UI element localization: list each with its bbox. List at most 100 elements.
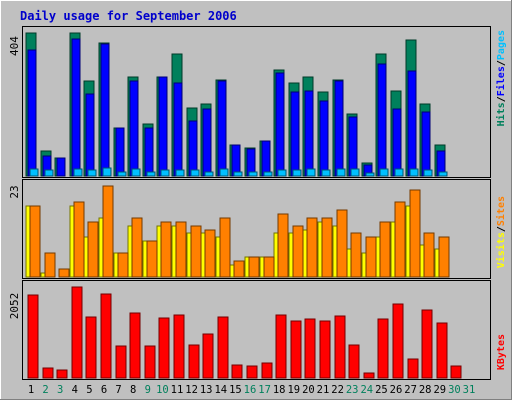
x-tick-label-day-10: 10 — [156, 384, 169, 396]
chart-marks: 404Hits/Files/Pages23Visits/Sites2052KBy… — [8, 30, 507, 396]
bar-sites-day-9 — [146, 240, 158, 278]
x-tick-label-day-5: 5 — [86, 384, 92, 396]
bar-files-day-15 — [231, 144, 241, 177]
bar-pages-day-6 — [102, 167, 112, 177]
bar-kbytes-day-27 — [407, 358, 419, 379]
bar-kbytes-day-13 — [202, 333, 214, 379]
bar-pages-day-15 — [233, 171, 243, 177]
bar-sites-day-25 — [379, 221, 391, 278]
x-tick-label-day-21: 21 — [317, 384, 330, 396]
bar-pages-day-11 — [175, 169, 185, 177]
bar-kbytes-day-30 — [450, 365, 462, 379]
legend-hits-files-pages: Hits/Files/Pages — [495, 30, 507, 126]
x-tick-label-day-6: 6 — [101, 384, 107, 396]
x-tick-label-day-7: 7 — [115, 384, 121, 396]
bar-sites-day-11 — [175, 221, 187, 278]
bar-pages-day-2 — [44, 169, 54, 177]
bar-kbytes-day-16 — [246, 365, 258, 379]
y-max-label-visits-sites: 23 — [8, 185, 21, 198]
bar-sites-day-14 — [219, 217, 231, 278]
bar-sites-day-27 — [409, 189, 421, 278]
x-tick-label-day-2: 2 — [42, 384, 48, 396]
bar-kbytes-day-14 — [217, 316, 229, 379]
legend-kbytes: KBytes — [496, 334, 507, 370]
y-max-label-kbytes: 2052 — [8, 293, 21, 320]
legend-visits-sites: Visits/Sites — [495, 196, 507, 268]
x-tick-label-day-23: 23 — [346, 384, 359, 396]
bar-pages-day-18 — [277, 169, 287, 177]
bar-kbytes-day-2 — [42, 367, 54, 379]
bar-pages-day-20 — [306, 168, 316, 177]
bar-sites-day-1 — [29, 205, 41, 278]
x-tick-label-day-14: 14 — [214, 384, 227, 396]
bar-kbytes-day-6 — [100, 293, 112, 379]
bar-kbytes-day-22 — [334, 315, 346, 379]
bar-kbytes-day-24 — [363, 372, 375, 379]
legend-separator: / — [496, 226, 507, 232]
bar-pages-day-8 — [131, 168, 141, 177]
bar-pages-day-16 — [248, 171, 258, 177]
bar-pages-day-14 — [219, 168, 229, 177]
x-tick-label-day-24: 24 — [360, 384, 373, 396]
bar-kbytes-day-7 — [115, 345, 127, 379]
bar-files-day-18 — [275, 72, 285, 177]
bar-pages-day-27 — [409, 168, 419, 177]
bar-kbytes-day-9 — [144, 345, 156, 379]
bar-kbytes-day-28 — [421, 309, 433, 379]
bar-sites-day-5 — [87, 221, 99, 278]
bar-files-day-5 — [85, 93, 95, 177]
bar-pages-day-17 — [263, 171, 273, 177]
bar-sites-day-19 — [292, 225, 304, 278]
bar-sites-day-26 — [394, 201, 406, 278]
bar-pages-day-29 — [438, 171, 448, 177]
bar-files-day-27 — [407, 70, 417, 177]
x-tick-label-day-26: 26 — [390, 384, 403, 396]
bar-sites-day-18 — [277, 213, 289, 278]
bar-pages-day-25 — [379, 168, 389, 177]
bar-files-day-9 — [144, 127, 154, 177]
bar-kbytes-day-18 — [275, 314, 287, 379]
x-tick-label-day-17: 17 — [258, 384, 271, 396]
bar-files-day-8 — [129, 80, 139, 177]
bar-sites-day-21 — [321, 217, 333, 278]
bar-sites-day-29 — [438, 236, 450, 278]
panel-frame-kbytes — [22, 280, 491, 380]
bar-pages-day-23 — [350, 168, 360, 177]
panel-frame-hits — [22, 26, 491, 178]
x-tick-label-day-12: 12 — [185, 384, 198, 396]
bar-files-day-21 — [319, 100, 329, 177]
bar-sites-day-7 — [117, 252, 129, 278]
bar-sites-day-2 — [44, 252, 56, 278]
bar-files-day-13 — [202, 108, 212, 177]
bar-pages-day-5 — [87, 169, 97, 177]
bar-kbytes-day-23 — [348, 344, 360, 379]
legend-separator: / — [496, 96, 507, 102]
bar-files-day-1 — [27, 49, 37, 177]
bar-kbytes-day-21 — [319, 320, 331, 379]
x-tick-label-day-1: 1 — [28, 384, 34, 396]
bar-pages-day-19 — [292, 169, 302, 177]
bar-files-day-3 — [56, 157, 66, 177]
bar-kbytes-day-8 — [129, 312, 141, 379]
bar-pages-day-28 — [423, 169, 433, 177]
bar-sites-day-4 — [73, 201, 85, 278]
x-tick-label-day-16: 16 — [244, 384, 257, 396]
bar-sites-day-17 — [263, 256, 275, 278]
x-tick-label-day-20: 20 — [302, 384, 315, 396]
bar-kbytes-day-10 — [158, 317, 170, 379]
legend-item-visits: Visits — [495, 232, 507, 268]
bar-kbytes-day-12 — [188, 344, 200, 379]
x-tick-label-day-3: 3 — [57, 384, 63, 396]
bar-kbytes-day-20 — [304, 318, 316, 379]
bar-pages-day-9 — [146, 171, 156, 177]
x-tick-label-day-19: 19 — [287, 384, 300, 396]
x-tick-label-day-27: 27 — [404, 384, 417, 396]
bar-sites-day-22 — [336, 209, 348, 278]
bar-pages-day-22 — [336, 168, 346, 177]
bar-files-day-12 — [188, 120, 198, 177]
bar-sites-day-8 — [131, 217, 143, 278]
bar-kbytes-day-26 — [392, 303, 404, 379]
bar-pages-day-4 — [73, 168, 83, 177]
bar-kbytes-day-19 — [290, 320, 302, 379]
